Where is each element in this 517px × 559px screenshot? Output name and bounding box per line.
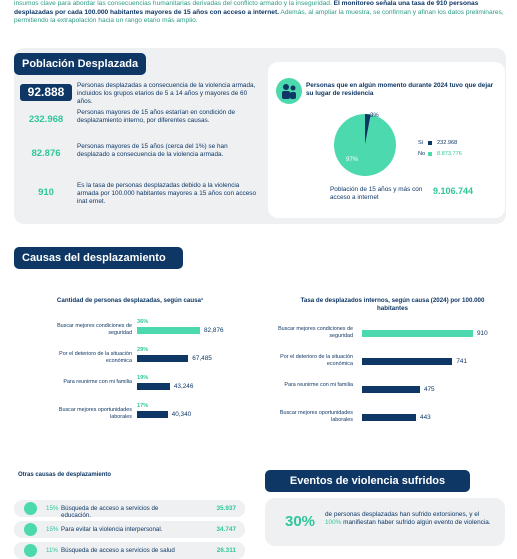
item-row bbox=[14, 521, 245, 538]
share-label: 19% bbox=[137, 375, 149, 381]
pie-label: 97% bbox=[346, 157, 359, 163]
bar bbox=[137, 383, 170, 390]
item-value: 26.311 bbox=[216, 547, 236, 554]
category-label: Buscar mejores condiciones de seguridad bbox=[278, 326, 353, 339]
bar bbox=[362, 358, 453, 365]
bar bbox=[362, 386, 420, 393]
item-text: Búsqueda de acceso a servicios de salud bbox=[61, 547, 175, 554]
item-share: 11% bbox=[46, 547, 58, 554]
intro: insumos clave para abordar las consecuen… bbox=[14, 0, 506, 26]
bar bbox=[137, 355, 189, 362]
share-label: 29% bbox=[137, 347, 149, 353]
bar bbox=[362, 330, 473, 337]
stat-value: 232.968 bbox=[28, 114, 64, 125]
legend-swatch bbox=[428, 152, 432, 156]
value-label: 67,485 bbox=[192, 354, 212, 362]
chart-title: Cantidad de personas desplazadas, según … bbox=[56, 297, 204, 304]
panel-title: Personas que en algún momento durante 20… bbox=[306, 82, 494, 97]
category-label: Buscar mejores oportunidades laborales bbox=[58, 407, 132, 420]
item-row bbox=[14, 500, 245, 517]
category-label: Por el deterioro de la situación económi… bbox=[59, 351, 132, 364]
value-label: 40,340 bbox=[171, 410, 192, 418]
stat-value: 82.876 bbox=[31, 148, 61, 159]
section-subtitle: Otras causas de desplazamiento bbox=[18, 472, 112, 478]
category-label: Buscar mejores oportunidades laborales bbox=[279, 410, 353, 423]
category-label: Para reunirme con mi familia bbox=[284, 382, 353, 388]
stat-text: Personas desplazadas a consecuencia de l… bbox=[77, 82, 256, 105]
value-label: 741 bbox=[456, 357, 468, 365]
item-value: 35.937 bbox=[216, 505, 236, 512]
bar bbox=[362, 414, 417, 421]
section-title: Población Desplazada bbox=[14, 53, 147, 75]
category-label: Por el deterioro de la situación económi… bbox=[280, 354, 353, 367]
stat-text: Personas mayores de 15 años (cerca del 1… bbox=[77, 143, 228, 158]
icon bbox=[276, 78, 302, 104]
item-icon bbox=[24, 544, 37, 557]
chart-title: Tasa de desplazados internos, según caus… bbox=[300, 297, 485, 312]
total-label: Población de 15 años y más con acceso a … bbox=[330, 186, 423, 201]
bar bbox=[137, 411, 168, 418]
stat-value: 92.888 bbox=[20, 84, 72, 101]
value-label: 475 bbox=[423, 385, 435, 393]
pie-chart bbox=[334, 114, 396, 176]
pie-slice bbox=[334, 114, 396, 176]
intro-text: insumos clave para abordar las consecuen… bbox=[14, 0, 334, 7]
legend-value: 232.968 bbox=[437, 140, 458, 146]
events-highlight: 100% bbox=[325, 519, 342, 526]
pie-label: 3% bbox=[370, 113, 379, 119]
legend-label: Sí bbox=[418, 140, 424, 146]
category-label: Buscar mejores condiciones de seguridad bbox=[57, 323, 132, 336]
events-share: 30% bbox=[285, 513, 316, 530]
category-label: Para reunirme con mi familia bbox=[63, 379, 132, 385]
share-label: 36% bbox=[137, 319, 149, 325]
value-label: 910 bbox=[477, 329, 488, 337]
legend-swatch bbox=[428, 141, 432, 145]
stat-text: Personas mayores de 15 años estarían en … bbox=[77, 109, 236, 124]
item-share: 15% bbox=[46, 526, 59, 533]
total-value: 9.106.744 bbox=[433, 186, 474, 196]
events-text: de personas desplazadas han sufrido exto… bbox=[325, 511, 480, 518]
events-box bbox=[265, 498, 505, 546]
stat-text: Es la tasa de personas desplazadas debid… bbox=[77, 182, 257, 205]
item-icon bbox=[24, 523, 37, 536]
item-text: Para evitar la violencia interpersonal. bbox=[61, 526, 163, 533]
section-title: Eventos de violencia sufridos bbox=[265, 470, 470, 492]
item-share: 15% bbox=[46, 505, 59, 512]
item-text: Búsqueda de acceso a servicios de educac… bbox=[61, 505, 159, 519]
legend-value: 8.873.776 bbox=[437, 151, 462, 157]
stat-value: 910 bbox=[38, 187, 54, 198]
pie-slice bbox=[365, 114, 371, 145]
value-label: 43,246 bbox=[173, 382, 194, 390]
item-value: 34.747 bbox=[216, 526, 236, 533]
events-text: de personas desplazadas han sufrido exto… bbox=[325, 511, 495, 527]
legend-label: No bbox=[418, 151, 426, 157]
item-icon bbox=[24, 502, 37, 515]
intro-text: Además, al ampliar la muestra, se confir… bbox=[14, 8, 504, 25]
value-label: 443 bbox=[420, 413, 431, 421]
events-text: manifiestan haber sufrido algún evento d… bbox=[341, 519, 491, 526]
bar bbox=[137, 327, 200, 334]
intro-bold: El monitoreo señala una tasa de 910 pers… bbox=[14, 0, 479, 16]
value-label: 82,876 bbox=[204, 326, 224, 334]
section-title: Causas del desplazamiento bbox=[14, 247, 183, 269]
share-label: 17% bbox=[137, 403, 149, 409]
